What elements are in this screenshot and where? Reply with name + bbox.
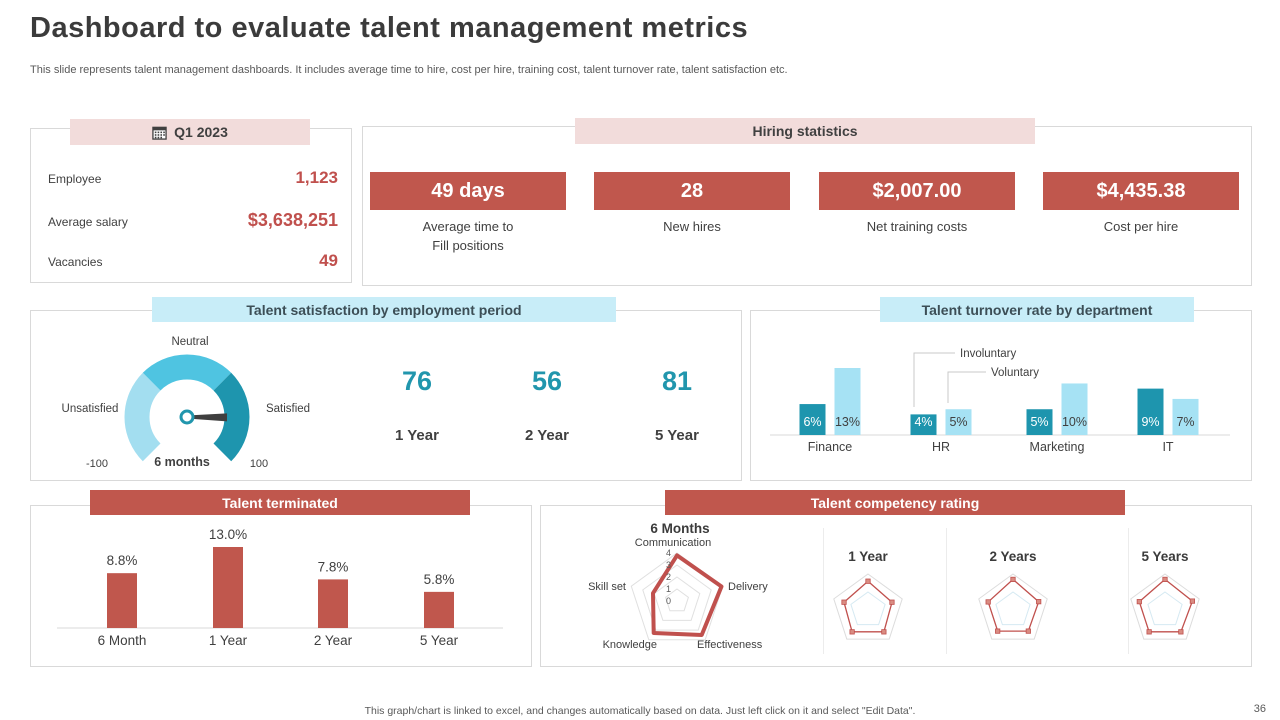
turnover-bar-chart[interactable]: 6% 13% Finance 4% 5% HR 5% 10% Marketing 9% 7%IT In… — [762, 335, 1238, 465]
svg-text:IT: IT — [1162, 440, 1173, 454]
talent-turnover-panel — [750, 310, 1252, 481]
satisfaction-header-label: Talent satisfaction by employment period — [246, 301, 522, 318]
page-title: Dashboard to evaluate talent management … — [30, 12, 749, 44]
terminated-bar-chart[interactable]: 8.8% 6 Month 13.0% 1 Year 7.8% 2 Year 5.8% 5 Ye… — [45, 518, 515, 658]
q1-summary-card — [30, 128, 352, 283]
score-value: 76 — [401, 366, 433, 396]
hiring-header-label: Hiring statistics — [752, 123, 858, 139]
employee-value: 1,123 — [295, 168, 338, 187]
divider — [946, 528, 947, 654]
footer-note: This graph/chart is linked to excel, and… — [364, 705, 916, 717]
score-label: 1 Year — [395, 427, 439, 444]
svg-text:13.0%: 13.0% — [209, 527, 247, 542]
svg-text:Satisfied: Satisfied — [266, 403, 310, 415]
competency-radar-5-years[interactable] — [1110, 562, 1220, 662]
q1-header-label: Q1 2023 — [174, 124, 228, 140]
svg-text:HR: HR — [932, 440, 950, 454]
kpi-caption-new-hires: New hires — [663, 219, 721, 234]
svg-text:7%: 7% — [1176, 415, 1194, 429]
q1-row-average-salary: Average salary $3,638,251 — [48, 210, 338, 231]
svg-text:9%: 9% — [1141, 415, 1159, 429]
svg-text:Effectiveness: Effectiveness — [697, 639, 763, 651]
competency-header-band: Talent competency rating — [665, 490, 1125, 515]
svg-text:Voluntary: Voluntary — [991, 367, 1039, 379]
kpi-net-training-costs: $2,007.00 — [819, 172, 1015, 210]
q1-row-employee: Employee 1,123 — [48, 168, 338, 188]
calendar-icon — [152, 126, 167, 140]
kpi-new-hires: 28 — [594, 172, 790, 210]
score-label: 5 Year — [655, 427, 699, 444]
svg-text:3: 3 — [666, 560, 671, 570]
svg-text:Unsatisfied: Unsatisfied — [62, 403, 119, 415]
satisfaction-score-5-year: 81 5 Year — [627, 366, 727, 444]
svg-text:7.8%: 7.8% — [318, 559, 349, 574]
svg-text:Marketing: Marketing — [1030, 440, 1085, 454]
kpi-caption-average-time: Average time to Fill positions — [422, 219, 514, 253]
score-value: 56 — [531, 366, 563, 396]
divider — [1128, 528, 1129, 654]
page-number: 36 — [1253, 703, 1266, 715]
hiring-header-band: Hiring statistics — [575, 118, 1035, 144]
svg-text:6 Month: 6 Month — [98, 633, 147, 648]
kpi-cost-per-hire: $4,435.38 — [1043, 172, 1239, 210]
svg-text:2: 2 — [666, 572, 671, 582]
svg-text:Involuntary: Involuntary — [960, 348, 1017, 360]
svg-text:100: 100 — [250, 458, 268, 470]
svg-text:5%: 5% — [949, 415, 967, 429]
competency-header-label: Talent competency rating — [810, 494, 980, 511]
competency-radar-1-year[interactable] — [813, 562, 923, 662]
svg-text:5%: 5% — [1030, 415, 1048, 429]
terminated-header-band: Talent terminated — [90, 490, 470, 515]
svg-text:1: 1 — [666, 584, 671, 594]
svg-text:Skill set: Skill set — [588, 581, 626, 593]
score-value: 81 — [661, 366, 693, 396]
competency-radar-6-months[interactable]: 4 3 2 1 0 Communication Delivery Effectiveness K… — [575, 536, 785, 661]
svg-text:4: 4 — [666, 548, 671, 558]
page-subtitle: This slide represents talent management … — [30, 64, 788, 76]
svg-text:10%: 10% — [1062, 415, 1087, 429]
svg-text:Neutral: Neutral — [171, 336, 208, 348]
satisfaction-score-1-year: 76 1 Year — [367, 366, 467, 444]
divider — [823, 528, 824, 654]
score-label: 2 Year — [525, 427, 569, 444]
kpi-caption-cost-per-hire: Cost per hire — [1103, 219, 1179, 234]
svg-text:6 months: 6 months — [154, 455, 210, 469]
radar-title-5-years: 5 Years — [1141, 549, 1189, 564]
svg-text:Communication: Communication — [635, 537, 711, 549]
employee-label: Employee — [48, 172, 102, 186]
satisfaction-gauge-chart[interactable]: Neutral Unsatisfied Satisfied -100 6 months 1… — [40, 325, 330, 475]
vacancies-value: 49 — [319, 251, 338, 270]
svg-text:2 Year: 2 Year — [314, 633, 353, 648]
competency-radar-2-years[interactable] — [958, 562, 1068, 662]
terminated-header-label: Talent terminated — [222, 494, 338, 511]
svg-text:5 Year: 5 Year — [420, 633, 459, 648]
kpi-caption-net-training: Net training costs — [866, 219, 968, 234]
svg-text:0: 0 — [666, 596, 671, 606]
q1-header-band: Q1 2023 — [70, 119, 310, 145]
svg-text:Delivery: Delivery — [728, 581, 768, 593]
svg-text:Finance: Finance — [808, 440, 853, 454]
radar-title-6-months: 6 Months — [650, 521, 710, 536]
svg-text:8.8%: 8.8% — [107, 553, 138, 568]
radar-title-2-years: 2 Years — [989, 549, 1037, 564]
average-salary-label: Average salary — [48, 215, 128, 229]
satisfaction-score-2-year: 56 2 Year — [497, 366, 597, 444]
radar-title-1-year: 1 Year — [848, 549, 888, 564]
average-salary-value: $3,638,251 — [247, 210, 338, 230]
svg-text:4%: 4% — [914, 415, 932, 429]
kpi-average-time-to-fill: 49 days — [370, 172, 566, 210]
svg-text:13%: 13% — [835, 415, 860, 429]
svg-text:5.8%: 5.8% — [424, 572, 455, 587]
vacancies-label: Vacancies — [48, 255, 103, 269]
svg-text:Knowledge: Knowledge — [603, 639, 657, 651]
turnover-header-band: Talent turnover rate by department — [880, 297, 1194, 322]
q1-row-vacancies: Vacancies 49 — [48, 251, 338, 271]
satisfaction-header-band: Talent satisfaction by employment period — [152, 297, 616, 322]
svg-text:-100: -100 — [86, 458, 108, 470]
svg-text:1 Year: 1 Year — [209, 633, 248, 648]
turnover-header-label: Talent turnover rate by department — [921, 301, 1153, 318]
svg-text:6%: 6% — [803, 415, 821, 429]
